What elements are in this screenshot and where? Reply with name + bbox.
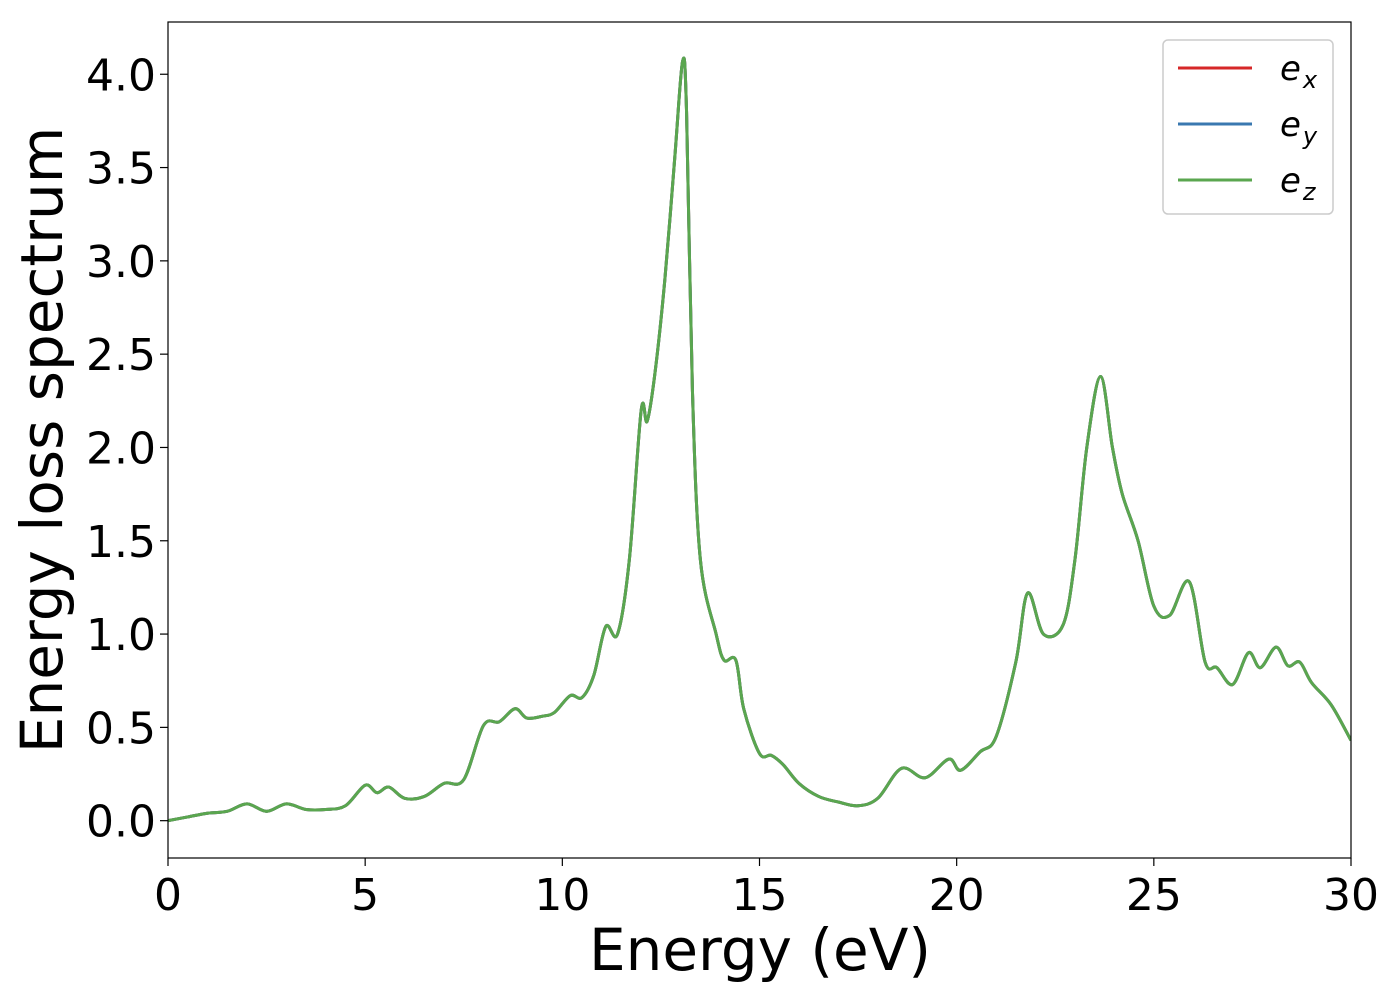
series-line-ez [168,56,1351,823]
x-tick-label: 25 [1126,870,1182,921]
y-axis-title: Energy loss spectrum [8,127,76,753]
y-tick-label: 4.0 [86,50,156,101]
legend-label-ex: ex [1280,49,1318,94]
legend-label-ez: ez [1280,161,1317,206]
x-axis: 0 5 10 15 20 25 30 [154,858,1379,921]
x-tick-label: 30 [1323,870,1379,921]
y-tick-label: 2.5 [86,330,156,381]
legend-label-ey: ey [1280,105,1318,150]
x-axis-title: Energy (eV) [589,916,931,984]
y-tick-label: 3.0 [86,237,156,288]
legend-box [1162,39,1334,215]
x-tick-label: 20 [929,870,985,921]
y-tick-label: 1.5 [86,517,156,568]
plot-area [167,21,1352,859]
y-tick-label: 0.0 [86,797,156,848]
x-tick-label: 15 [732,870,788,921]
x-tick-label: 0 [154,870,182,921]
y-tick-label: 0.5 [86,703,156,754]
x-tick-label: 10 [534,870,590,921]
y-tick-label: 3.5 [86,144,156,195]
y-tick-label: 2.0 [86,423,156,474]
y-tick-label: 1.0 [86,610,156,661]
y-axis: 0.0 0.5 1.0 1.5 2.0 2.5 3.0 3.5 4.0 [86,50,168,848]
legend: ex ey ez [1162,39,1334,215]
series-lines [168,56,1351,823]
x-tick-label: 5 [351,870,379,921]
